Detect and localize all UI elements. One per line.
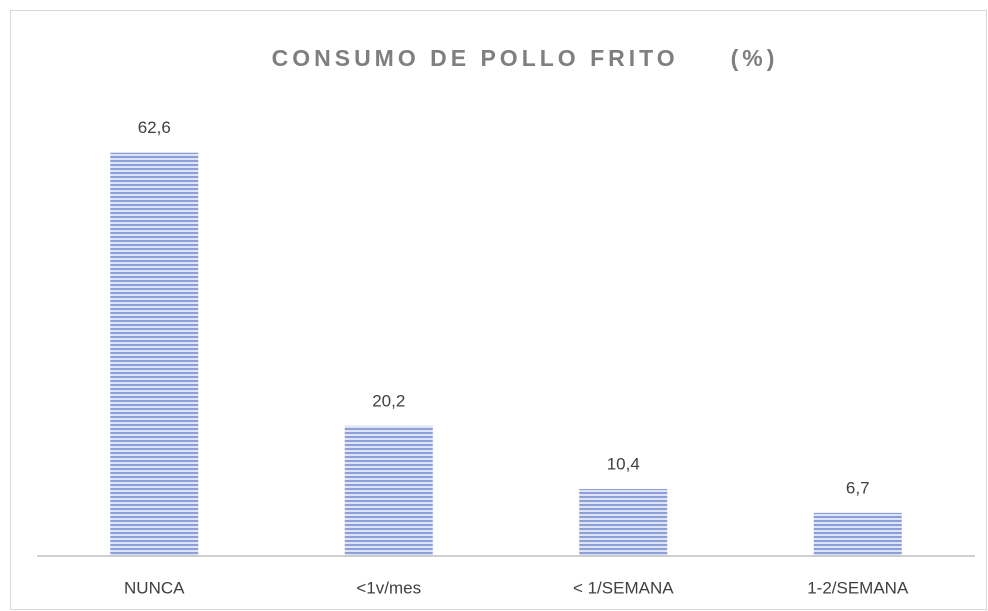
bar: [110, 152, 199, 557]
data-label: 10,4: [607, 454, 640, 473]
x-tick-label: < 1/SEMANA: [573, 578, 674, 597]
bar: [344, 425, 433, 556]
chart-title: CONSUMO DE POLLO FRITO (%): [272, 45, 779, 71]
data-label: 6,7: [846, 478, 870, 497]
x-tick-label: 1-2/SEMANA: [807, 578, 909, 597]
x-tick-label: NUNCA: [124, 578, 185, 597]
bar: [813, 512, 902, 556]
data-label: 62,6: [138, 118, 171, 137]
data-label: 20,2: [372, 391, 405, 410]
x-tick-label: <1v/mes: [356, 578, 421, 597]
bar: [579, 488, 668, 556]
